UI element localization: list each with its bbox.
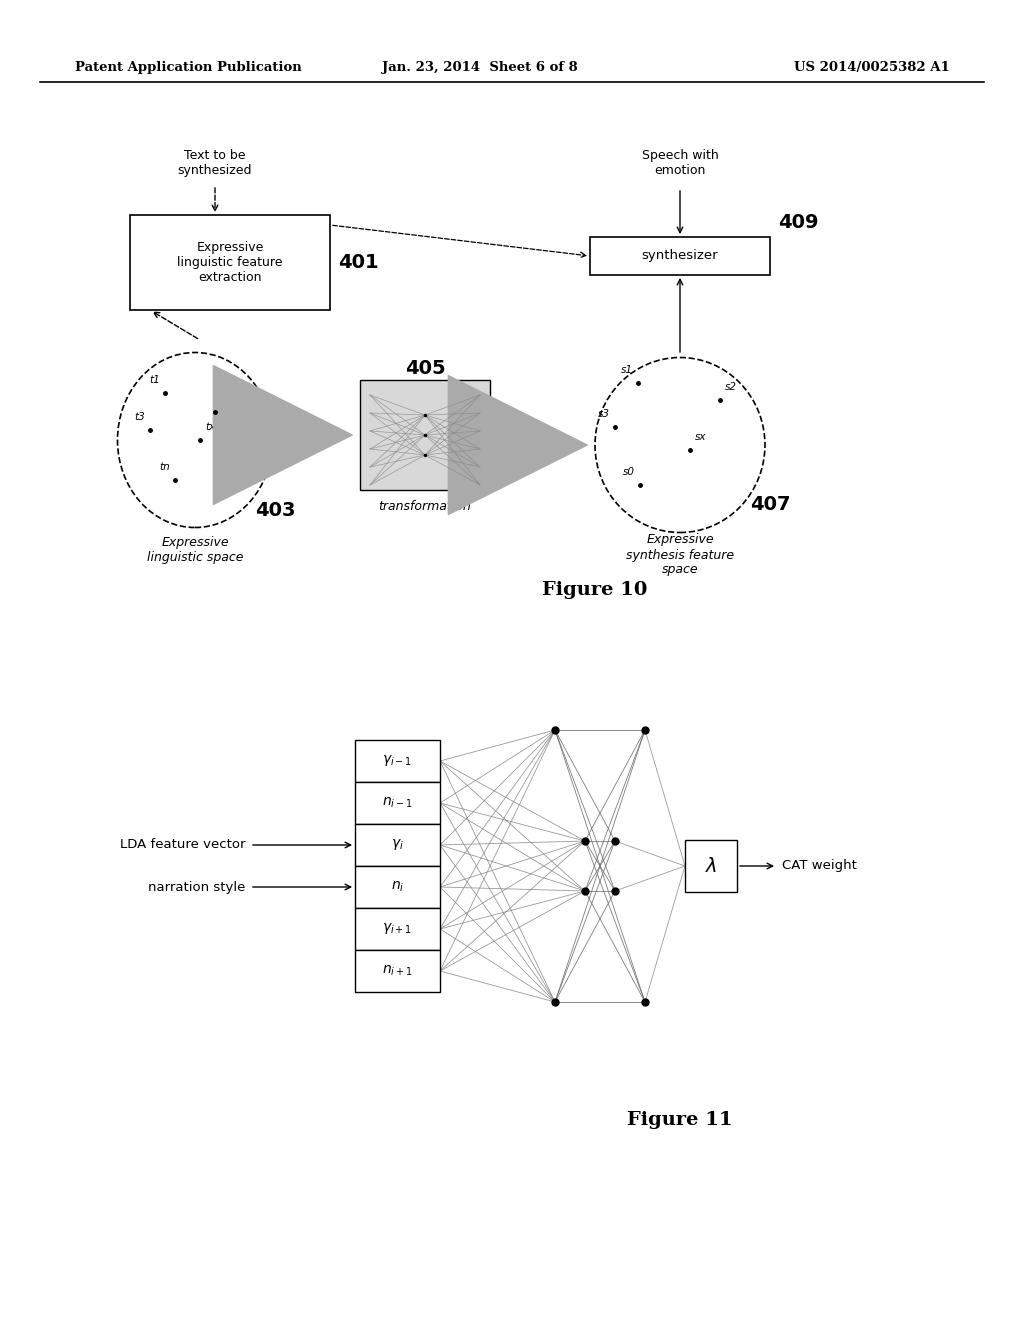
Text: $\gamma_{i-1}$: $\gamma_{i-1}$ xyxy=(382,754,413,768)
Text: sx: sx xyxy=(695,432,707,442)
Text: US 2014/0025382 A1: US 2014/0025382 A1 xyxy=(795,62,950,74)
Bar xyxy=(130,215,330,310)
Text: $n_{i+1}$: $n_{i+1}$ xyxy=(382,964,413,978)
Text: s1: s1 xyxy=(621,366,633,375)
Bar xyxy=(360,380,490,490)
Text: $n_{i-1}$: $n_{i-1}$ xyxy=(382,796,413,810)
Text: 409: 409 xyxy=(778,213,818,231)
Text: transformation: transformation xyxy=(379,500,471,513)
Text: Expressive
linguistic space: Expressive linguistic space xyxy=(146,536,244,564)
Text: Jan. 23, 2014  Sheet 6 of 8: Jan. 23, 2014 Sheet 6 of 8 xyxy=(382,62,578,74)
Text: s2: s2 xyxy=(725,381,737,392)
Bar xyxy=(355,741,440,781)
Text: tx: tx xyxy=(205,422,215,432)
Text: Patent Application Publication: Patent Application Publication xyxy=(75,62,302,74)
Bar xyxy=(355,908,440,950)
Text: 405: 405 xyxy=(404,359,445,378)
Text: narration style: narration style xyxy=(147,880,245,894)
Text: Speech with
emotion: Speech with emotion xyxy=(642,149,719,177)
Text: $\gamma_i$: $\gamma_i$ xyxy=(391,837,403,853)
Text: 407: 407 xyxy=(750,495,791,515)
Text: $\gamma_{i+1}$: $\gamma_{i+1}$ xyxy=(382,921,413,936)
Text: Expressive
linguistic feature
extraction: Expressive linguistic feature extraction xyxy=(177,242,283,284)
Bar xyxy=(355,781,440,824)
Text: Expressive
synthesis feature
space: Expressive synthesis feature space xyxy=(626,533,734,577)
Text: t3: t3 xyxy=(134,412,145,422)
Text: t1: t1 xyxy=(150,375,160,385)
Text: tn: tn xyxy=(160,462,170,473)
Bar xyxy=(355,824,440,866)
Text: s0: s0 xyxy=(623,467,635,477)
Bar xyxy=(355,950,440,993)
Text: Figure 11: Figure 11 xyxy=(627,1111,733,1129)
Bar xyxy=(685,840,737,892)
Text: LDA feature vector: LDA feature vector xyxy=(120,838,245,851)
Text: t2: t2 xyxy=(220,393,230,404)
Text: $\lambda$: $\lambda$ xyxy=(705,857,717,875)
Text: CAT weight: CAT weight xyxy=(782,859,857,873)
Bar xyxy=(590,238,770,275)
Text: 403: 403 xyxy=(255,500,296,520)
Text: Figure 10: Figure 10 xyxy=(543,581,648,599)
Text: $n_i$: $n_i$ xyxy=(391,880,404,894)
Text: 401: 401 xyxy=(338,253,379,272)
Bar xyxy=(355,866,440,908)
Text: Text to be
synthesized: Text to be synthesized xyxy=(178,149,252,177)
Text: synthesizer: synthesizer xyxy=(642,249,718,263)
Text: s3: s3 xyxy=(598,409,610,418)
